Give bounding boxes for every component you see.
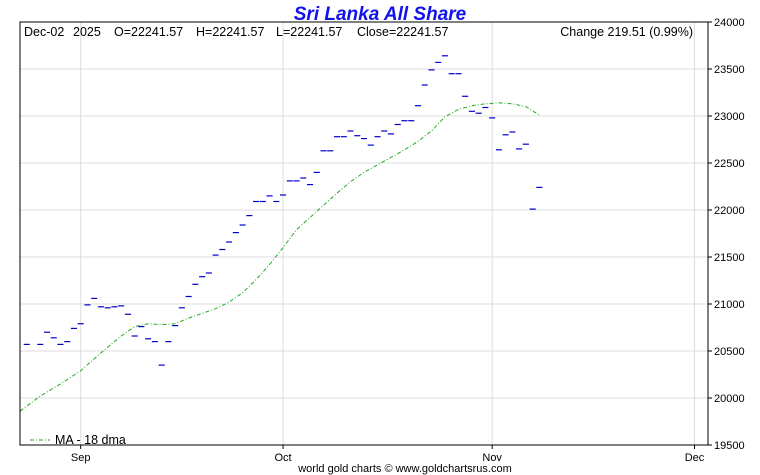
x-tick-label: Oct bbox=[274, 452, 291, 464]
y-tick-label: 24000 bbox=[714, 17, 745, 29]
y-tick-label: 22000 bbox=[714, 205, 745, 217]
y-tick-label: 23000 bbox=[714, 111, 745, 123]
x-tick-label: Sep bbox=[71, 452, 91, 464]
info-low: L=22241.57 bbox=[276, 25, 342, 39]
chart-title: Sri Lanka All Share bbox=[294, 4, 467, 25]
y-tick-label: 23500 bbox=[714, 64, 745, 76]
info-change: Change 219.51 (0.99%) bbox=[560, 25, 693, 39]
footer-credit: world gold charts © www.goldchartsrus.co… bbox=[297, 463, 512, 475]
y-tick-label: 22500 bbox=[714, 158, 745, 170]
close-series bbox=[23, 55, 543, 366]
info-open: O=22241.57 bbox=[114, 25, 183, 39]
y-axis: 24000 23500 23000 22500 22000 21500 21000 20500… bbox=[708, 17, 745, 452]
y-tick-label: 20500 bbox=[714, 346, 745, 358]
y-tick-label: 20000 bbox=[714, 393, 745, 405]
info-high: H=22241.57 bbox=[196, 25, 265, 39]
info-date: Dec-02 bbox=[24, 25, 64, 39]
y-tick-label: 21500 bbox=[714, 252, 745, 264]
info-year: 2025 bbox=[73, 25, 101, 39]
info-close: Close=22241.57 bbox=[357, 25, 448, 39]
y-tick-label: 19500 bbox=[714, 440, 745, 452]
x-tick-label: Dec bbox=[685, 452, 705, 464]
grid bbox=[20, 21, 708, 446]
x-tick-label: Nov bbox=[482, 452, 502, 464]
legend-ma-label: MA - 18 dma bbox=[55, 433, 126, 447]
y-tick-label: 21000 bbox=[714, 299, 745, 311]
plot-frame bbox=[19, 21, 709, 446]
x-axis: Sep Oct Nov Dec bbox=[71, 445, 705, 464]
